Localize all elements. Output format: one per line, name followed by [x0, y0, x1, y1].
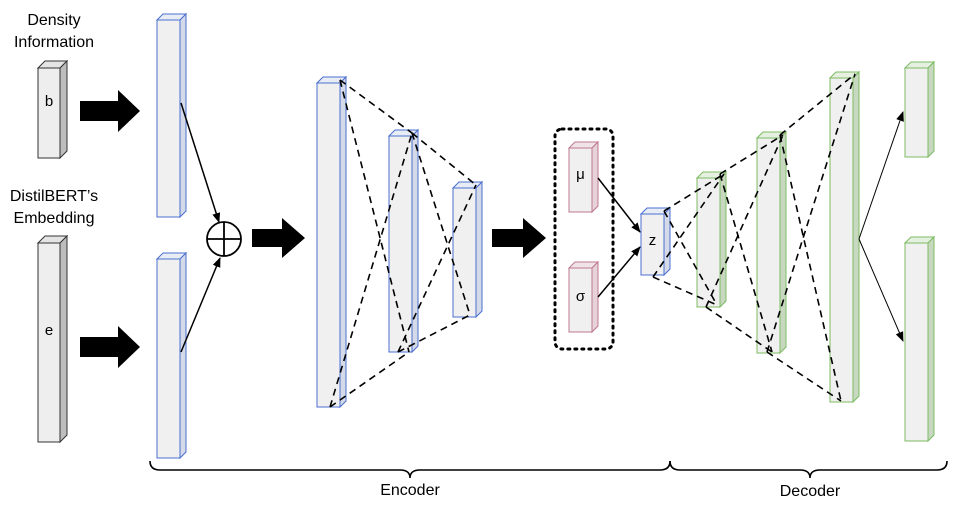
density-label-line1: Density: [27, 12, 81, 29]
encoder-layer-3: [451, 180, 484, 319]
thick-arrow-icon: [252, 218, 305, 258]
density-label-line2: Information: [13, 34, 95, 51]
encoder-projection-block-bottom: [155, 251, 188, 460]
decoder-brace: [669, 460, 948, 479]
encoder-dashed-connections: [329, 79, 477, 408]
thick-arrow-icon: [80, 90, 140, 132]
latent-group-frame: [553, 127, 615, 351]
encoder-section-label: Encoder: [380, 482, 440, 499]
mu-label: μ: [576, 166, 585, 183]
embedding-label-line2: Embedding: [13, 210, 95, 227]
decoder-output-block-top: [903, 60, 936, 159]
circle-plus-icon: [206, 221, 242, 257]
density-symbol: b: [44, 93, 54, 110]
thick-arrow-icon: [80, 326, 140, 368]
sigma-block: [567, 260, 600, 334]
z-label: z: [648, 232, 657, 249]
encoder-brace: [149, 460, 671, 479]
density-input-block: [36, 59, 69, 160]
decoder-section-label: Decoder: [779, 483, 841, 500]
sigma-label: σ: [575, 288, 586, 305]
decoder-dashed-connections: [652, 73, 856, 402]
decoder-layer-2: [755, 130, 788, 355]
embedding-input-block: [36, 234, 69, 444]
decoder-output-block-bottom: [903, 235, 936, 443]
embedding-symbol: e: [44, 322, 54, 339]
z-block: [639, 206, 672, 277]
thick-arrow-icon: [492, 218, 546, 258]
embedding-label-line1: DistilBERT’s: [9, 188, 99, 205]
encoder-projection-block-top: [155, 12, 188, 219]
encoder-layer-2: [387, 128, 420, 354]
decoder-layer-3: [828, 70, 861, 404]
mu-block: [567, 140, 600, 214]
encoder-layer-1: [315, 75, 348, 409]
